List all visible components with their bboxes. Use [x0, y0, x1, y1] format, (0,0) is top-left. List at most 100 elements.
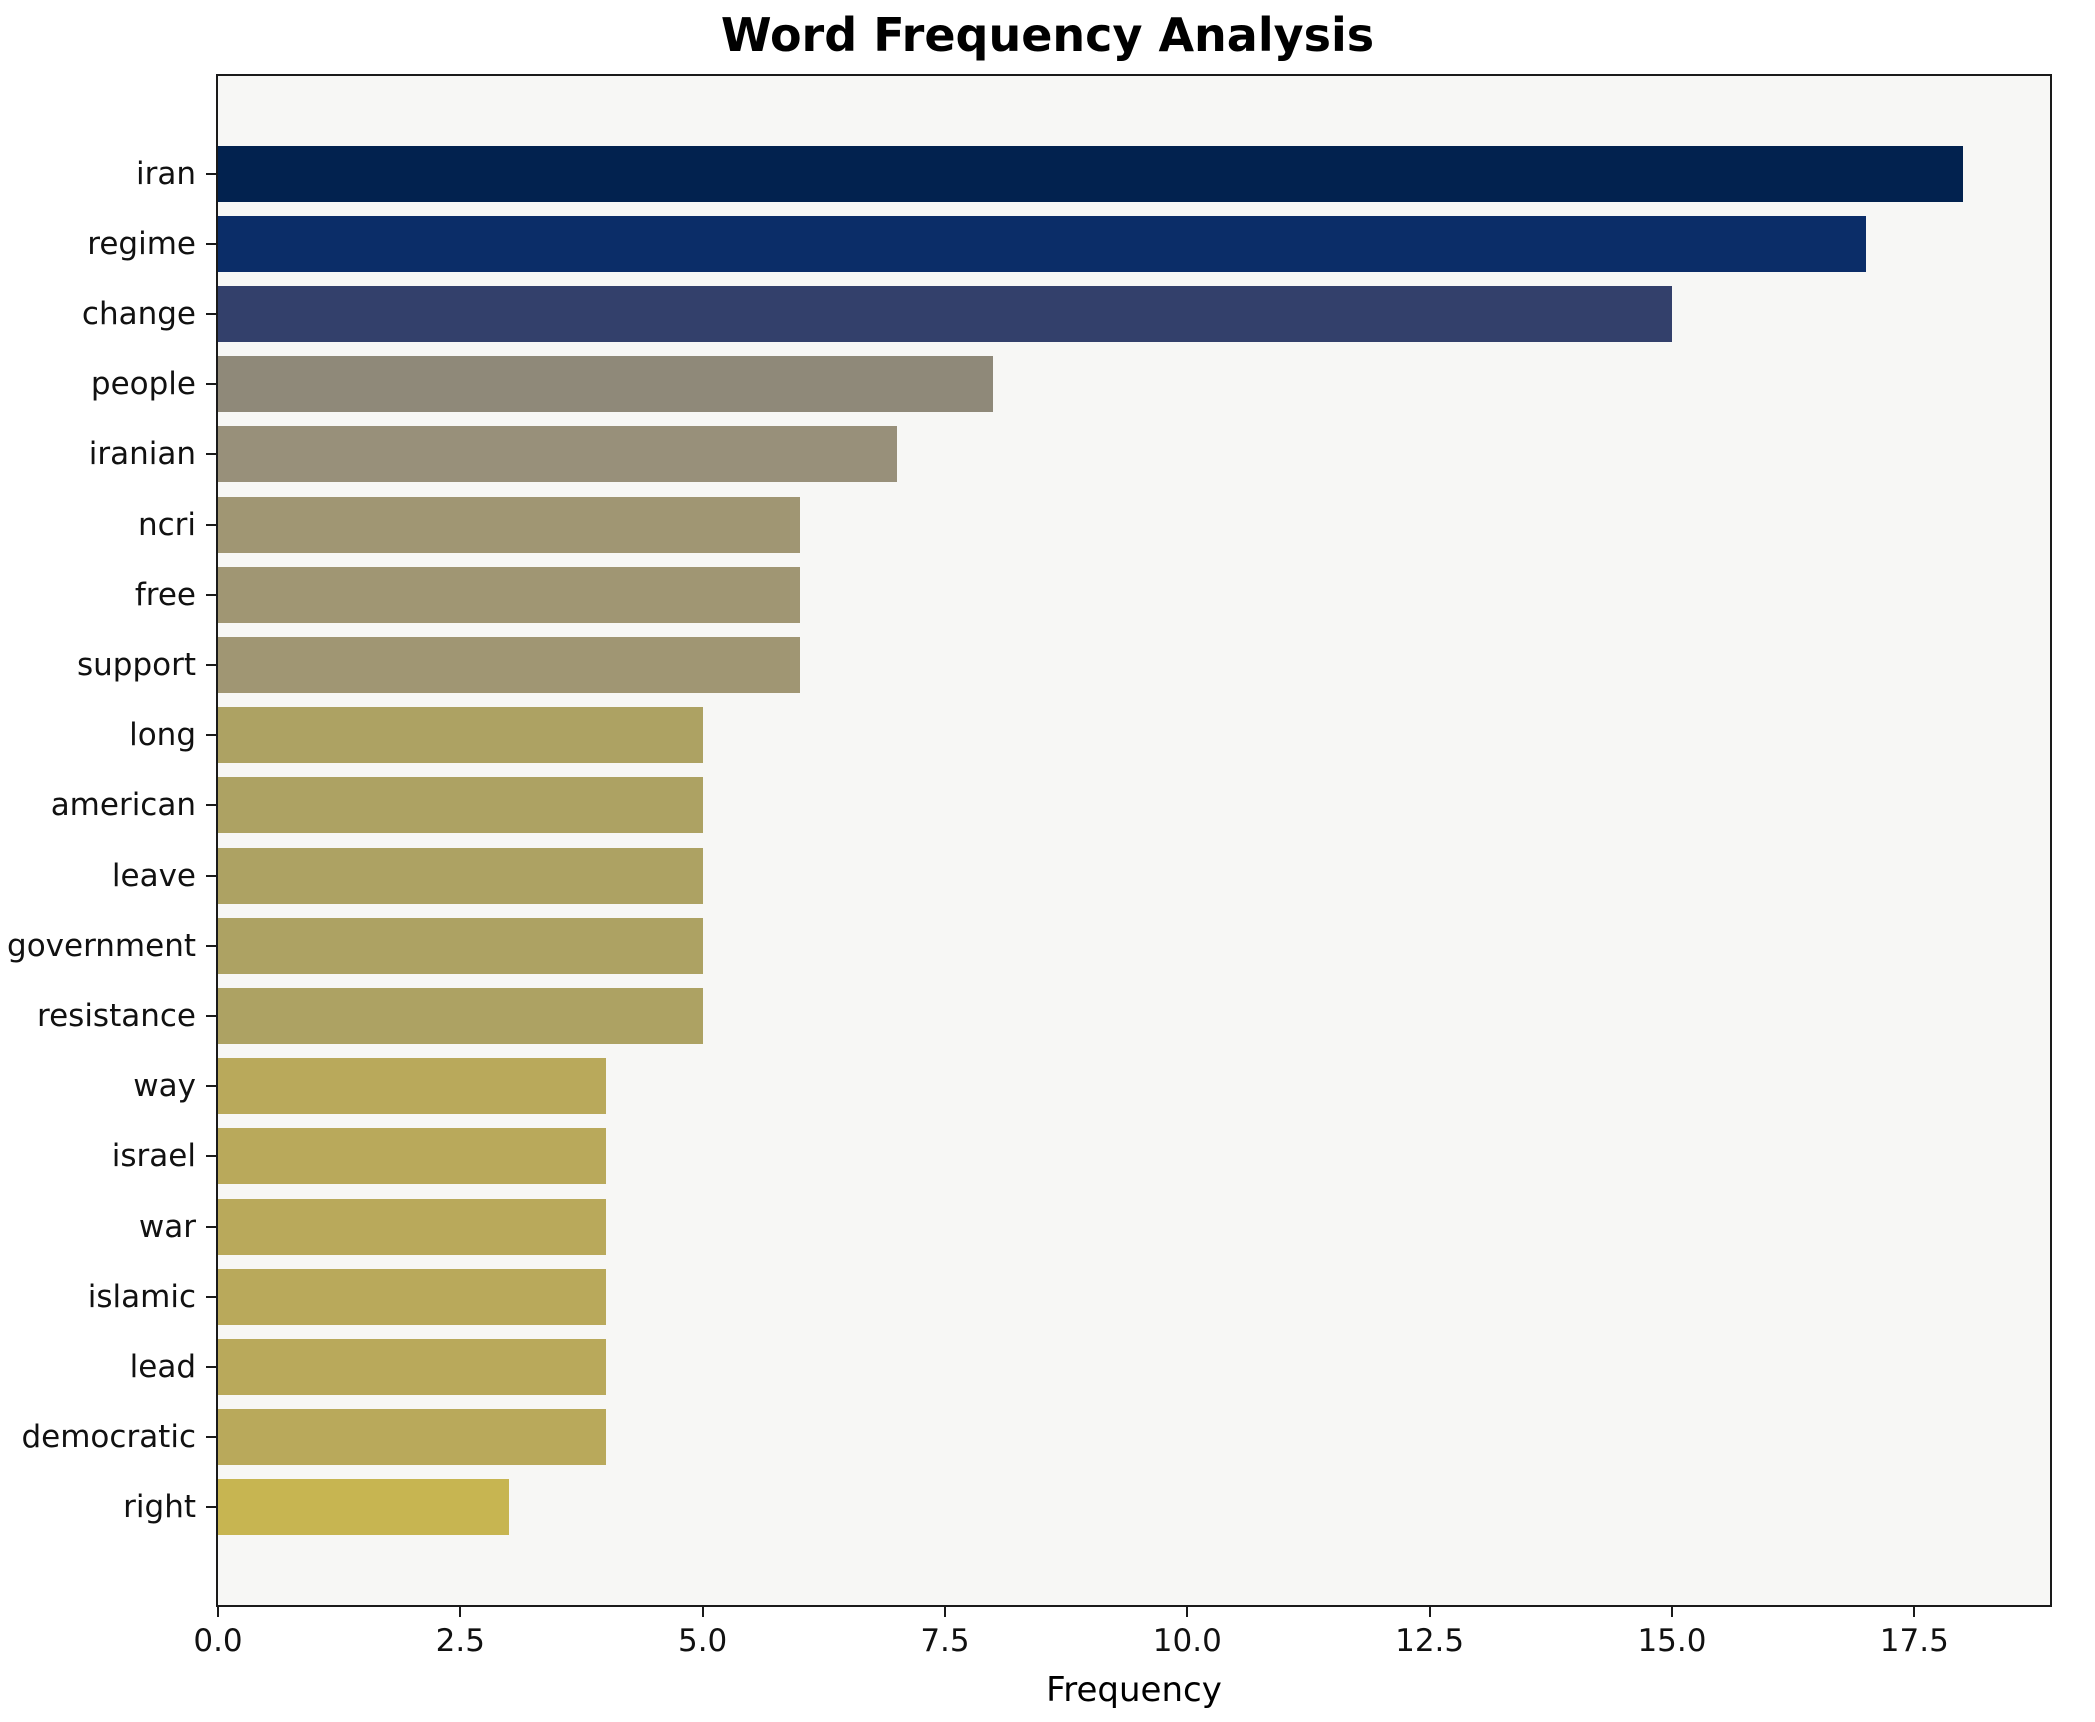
bar-regime [218, 215, 1866, 272]
y-tick [206, 804, 216, 807]
y-tick [206, 172, 216, 175]
y-tick-label-islamic: islamic [87, 1278, 196, 1315]
chart-title: Word Frequency Analysis [720, 8, 1375, 62]
bar-leave [218, 847, 703, 904]
x-tick-12.5 [1428, 1607, 1431, 1617]
bar-american [218, 777, 703, 834]
bar-row-war: war [139, 1198, 2050, 1255]
y-tick [206, 453, 216, 456]
y-tick [206, 242, 216, 245]
bar-row-government: government [7, 917, 2050, 974]
x-tick-label-15.0: 15.0 [1637, 1623, 1707, 1659]
x-axis-title: Frequency [1046, 1670, 1222, 1710]
y-tick-label-resistance: resistance [37, 998, 196, 1034]
bar-row-regime: regime [87, 215, 2050, 272]
bar-row-israel: israel [112, 1128, 2050, 1185]
y-tick [206, 734, 216, 737]
bar-row-free: free [135, 566, 2050, 623]
y-tick-label-iran: iran [135, 155, 196, 192]
bar-government [218, 917, 703, 974]
y-tick [206, 1015, 216, 1017]
bar-row-resistance: resistance [37, 987, 2050, 1045]
y-tick [206, 1436, 216, 1439]
bar-war [218, 1198, 606, 1255]
y-tick-label-support: support [76, 646, 196, 683]
bar-row-ncri: ncri [138, 496, 2050, 553]
x-tick-15.0 [1670, 1607, 1673, 1617]
y-tick-label-leave: leave [111, 857, 196, 894]
y-tick-label-way: way [133, 1068, 196, 1105]
bar-iranian [218, 426, 897, 483]
bar-people [218, 356, 994, 413]
y-tick-label-israel: israel [111, 1138, 196, 1175]
x-tick-label-17.5: 17.5 [1879, 1623, 1949, 1659]
y-tick-label-iranian: iranian [88, 436, 196, 473]
y-tick-label-free: free [134, 576, 196, 613]
y-tick [206, 944, 216, 947]
bar-change [218, 285, 1672, 343]
bar-iran [218, 145, 1963, 202]
y-tick [206, 1225, 216, 1228]
bar-row-support: support [77, 636, 2050, 694]
x-tick-10.0 [1186, 1607, 1189, 1617]
y-tick [206, 1366, 216, 1368]
y-tick [206, 523, 216, 526]
bar-right [218, 1479, 509, 1536]
y-tick [206, 1155, 216, 1158]
y-tick [206, 1506, 216, 1509]
x-tick-7.5 [943, 1607, 946, 1617]
y-tick [206, 383, 216, 386]
y-tick [206, 1295, 216, 1298]
y-tick [206, 593, 216, 596]
bar-row-iranian: iranian [89, 426, 2050, 483]
bar-israel [218, 1128, 606, 1185]
bar-row-long: long [129, 707, 2050, 764]
x-tick-5.0 [701, 1607, 704, 1617]
y-tick-label-right: right [123, 1489, 196, 1526]
bar-ncri [218, 496, 800, 553]
y-tick-label-ncri: ncri [137, 506, 196, 543]
y-tick [206, 874, 216, 877]
bar-row-leave: leave [112, 847, 2050, 904]
y-tick-label-long: long [129, 717, 196, 754]
y-tick-label-people: people [90, 366, 196, 403]
y-tick-label-democratic: democratic [21, 1419, 196, 1456]
x-tick-label-7.5: 7.5 [920, 1623, 970, 1659]
x-tick-0.0 [217, 1607, 219, 1617]
x-tick-label-10.0: 10.0 [1152, 1623, 1222, 1659]
y-tick-label-regime: regime [87, 225, 196, 262]
bar-democratic [218, 1409, 606, 1466]
y-tick-label-war: war [138, 1208, 196, 1245]
bar-row-islamic: islamic [88, 1268, 2050, 1325]
x-tick-label-0.0: 0.0 [193, 1623, 243, 1659]
y-tick [206, 312, 216, 315]
bar-row-american: american [51, 777, 2050, 834]
bar-row-people: people [91, 356, 2050, 413]
x-tick-17.5 [1913, 1607, 1916, 1617]
bar-row-lead: lead [130, 1338, 2050, 1396]
x-tick-label-5.0: 5.0 [677, 1623, 728, 1659]
bar-islamic [218, 1268, 606, 1325]
y-tick-label-american: american [50, 787, 196, 824]
y-tick-label-lead: lead [129, 1349, 196, 1385]
bar-resistance [218, 987, 703, 1045]
bar-row-way: way [133, 1058, 2050, 1115]
y-tick-label-government: government [7, 927, 196, 964]
bar-lead [218, 1338, 606, 1396]
x-tick-2.5 [459, 1607, 462, 1617]
bar-row-iran: iran [136, 145, 2050, 202]
bar-support [218, 636, 800, 694]
bar-long [218, 707, 703, 764]
plot-area: iran regime change people iranian ncri free sup… [7, 74, 2052, 1659]
bar-way [218, 1058, 606, 1115]
bar-free [218, 566, 800, 623]
x-tick-label-12.5: 12.5 [1395, 1623, 1465, 1659]
bar-row-right: right [123, 1479, 2050, 1536]
bar-row-change: change [82, 285, 2050, 343]
x-tick-label-2.5: 2.5 [435, 1623, 485, 1659]
y-tick-label-change: change [81, 295, 196, 332]
y-tick [206, 1085, 216, 1088]
bar-row-democratic: democratic [21, 1409, 2050, 1466]
y-tick [206, 663, 216, 666]
